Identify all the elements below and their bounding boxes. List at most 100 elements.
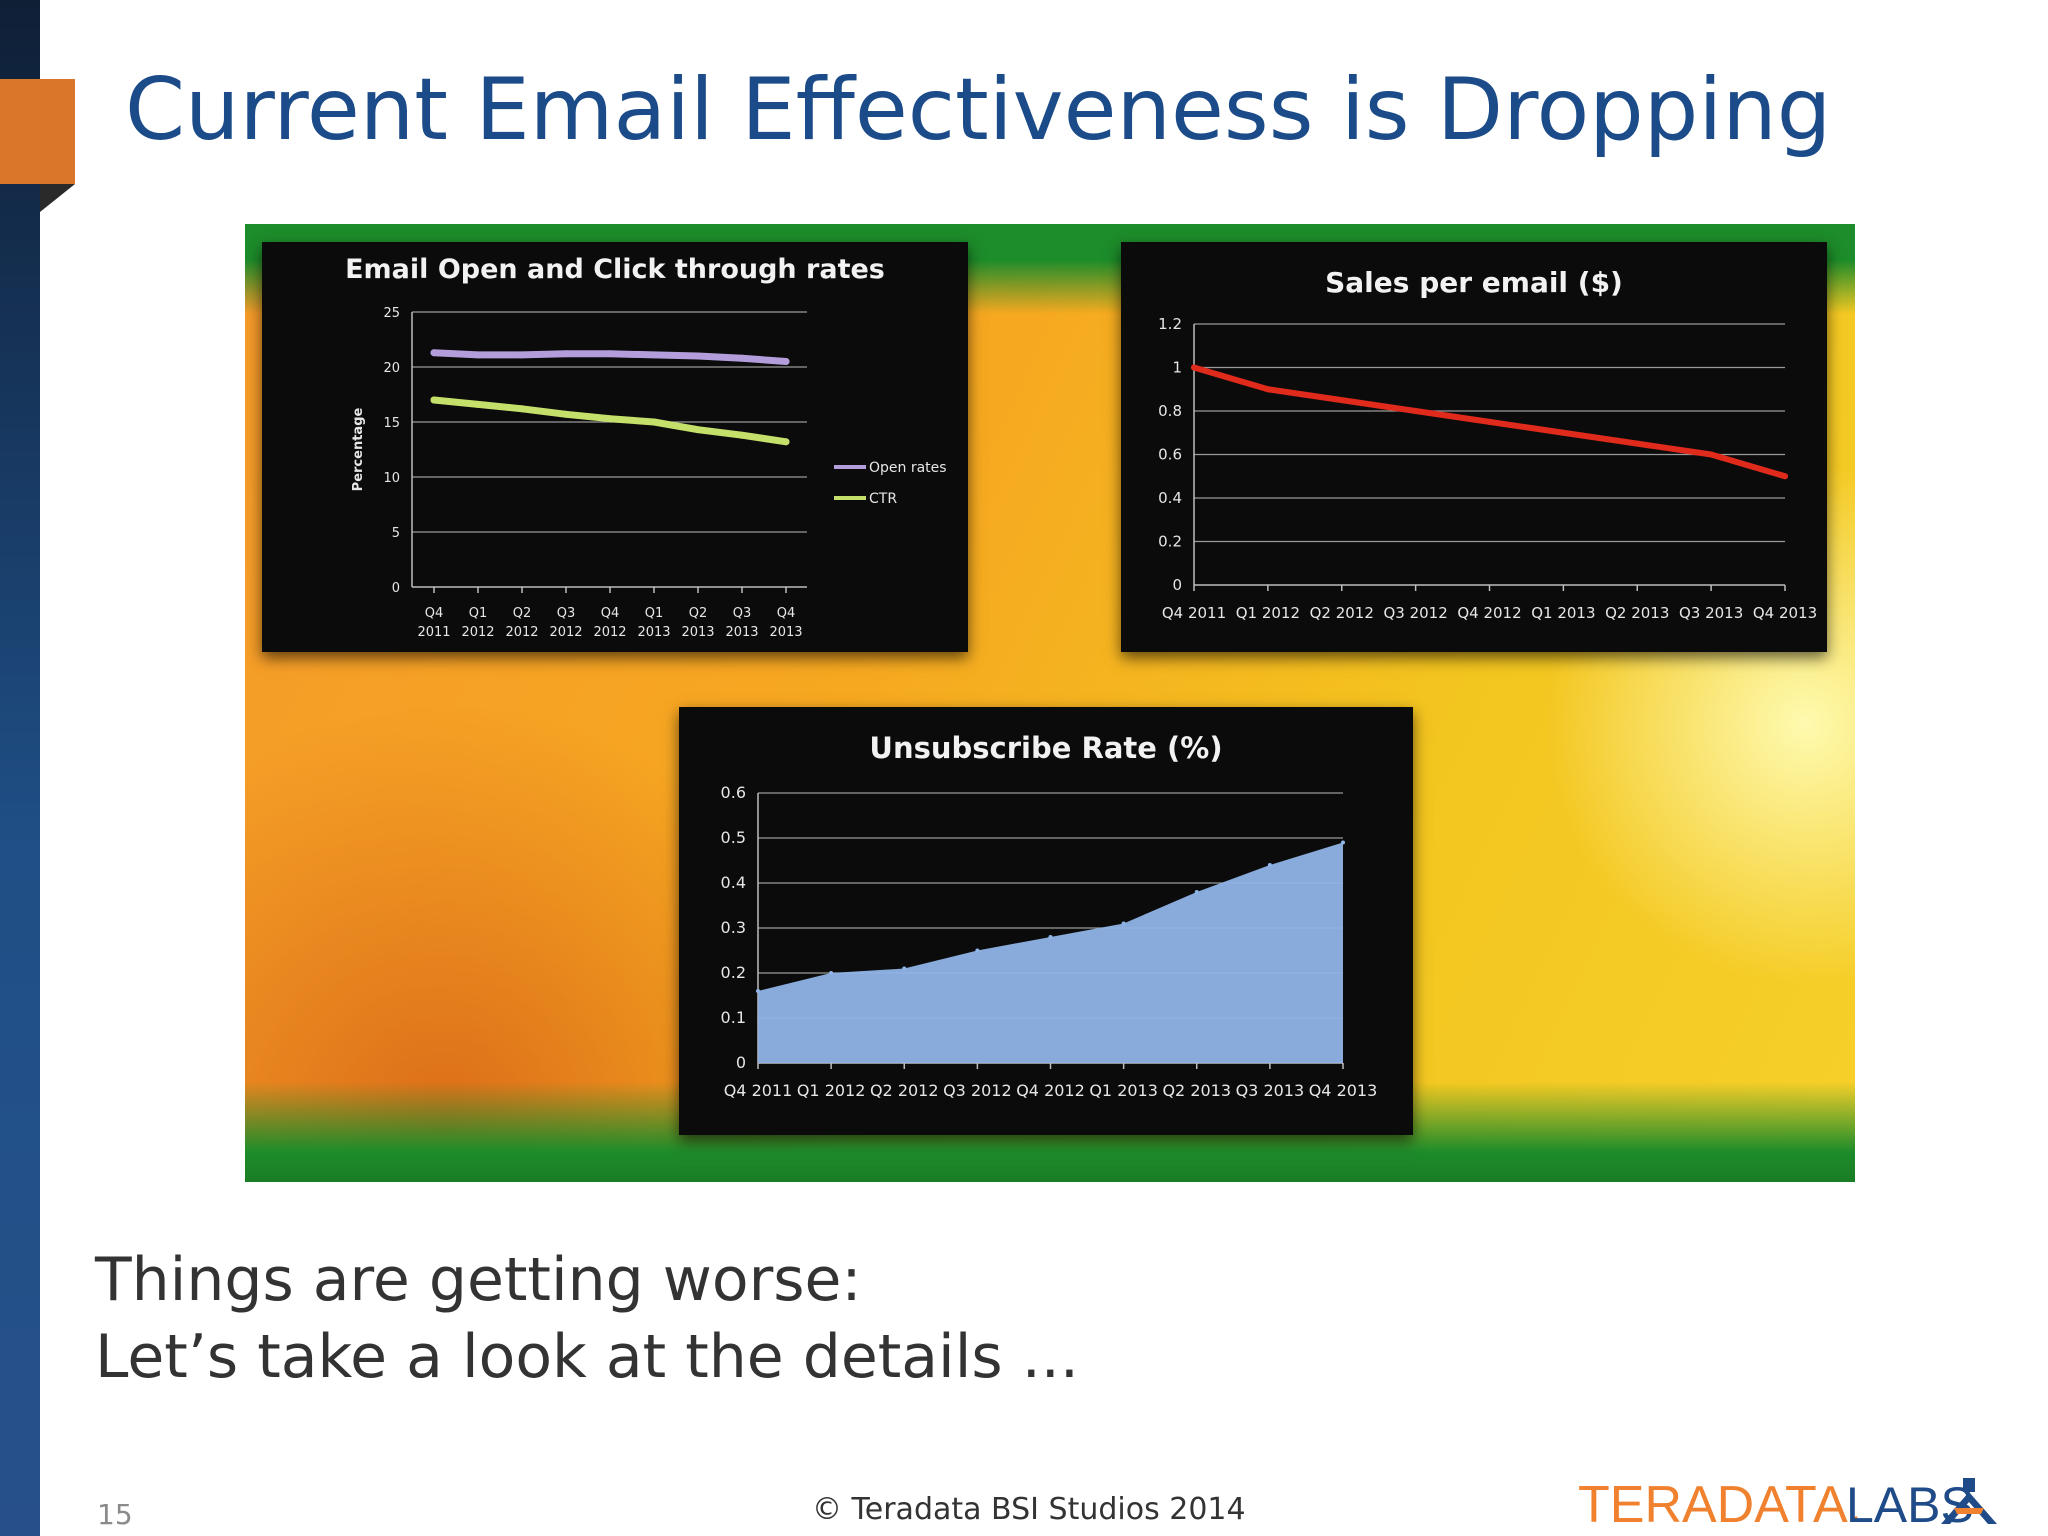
x-tick-label: Q4 2012	[1457, 604, 1521, 622]
bullet-line: Things are getting worse:	[95, 1245, 862, 1315]
y-tick-label: 0.8	[1158, 402, 1182, 420]
chart-open-click-rates-plot: 0 5 10 15 20 25 Q4 2011 Q1 2012 Q2 2012 Q3 2012 Q4 2012…	[351, 306, 947, 640]
x-tick-label: Q4 2013	[1753, 604, 1817, 622]
y-tick-label: 15	[383, 416, 400, 431]
x-tick-label: Q4 2013	[1309, 1081, 1378, 1100]
teradata-labs-logo: TERADATA. LABS	[1578, 1476, 1997, 1532]
y-tick-label: 0.2	[1158, 533, 1182, 551]
data-point	[694, 426, 702, 434]
chart-sales-per-email: Sales per email ($) 0 0.2 0.4 0.6 0.8 1 1.2 Q4 …	[1121, 242, 1827, 652]
data-point	[1121, 921, 1126, 926]
y-tick-label: 0.6	[1158, 446, 1182, 464]
y-tick-label: 0.4	[1158, 489, 1182, 507]
data-point	[518, 405, 526, 413]
data-point	[975, 948, 980, 953]
x-tick-label: Q2 2012	[870, 1081, 939, 1100]
accent-fold	[40, 184, 75, 212]
data-point	[430, 349, 438, 357]
chart-title: Unsubscribe Rate (%)	[869, 731, 1223, 765]
chart-unsubscribe-rate: Unsubscribe Rate (%) 0 0.1 0.2 0.3 0.4 0.5 0.6…	[679, 707, 1413, 1135]
data-point	[1486, 418, 1493, 425]
x-tick-label-year: 2012	[461, 625, 494, 640]
chart-unsubscribe-rate-plot: 0 0.1 0.2 0.3 0.4 0.5 0.6 Q4 2011 Q1 2012 Q2 2012…	[721, 783, 1378, 1100]
data-point	[1412, 408, 1419, 414]
x-tick-label: Q3 2013	[1236, 1081, 1305, 1100]
data-point	[902, 966, 907, 971]
data-point	[1267, 863, 1272, 867]
x-tick-label-year: 2013	[681, 625, 714, 640]
left-brand-bar	[0, 0, 40, 1536]
slide-body-text: Things are getting worse: Let’s take a l…	[95, 1242, 1079, 1396]
x-tick-label: Q2 2012	[1310, 604, 1374, 622]
x-tick-label: Q1 2013	[1089, 1081, 1158, 1100]
x-tick-label-quarter: Q1	[469, 606, 488, 621]
bullet-line: Let’s take a look at the details ...	[95, 1322, 1079, 1392]
x-tick-label-quarter: Q4	[601, 606, 620, 621]
x-tick-label-quarter: Q2	[513, 606, 532, 621]
data-point	[562, 350, 570, 358]
y-tick-label: 0.2	[721, 963, 746, 982]
x-tick-label-year: 2013	[725, 625, 758, 640]
data-point	[606, 415, 614, 423]
y-tick-label: 0.5	[721, 828, 746, 847]
x-tick-label-quarter: Q3	[733, 606, 752, 621]
chart-title: Sales per email ($)	[1325, 266, 1623, 299]
data-point	[1048, 935, 1053, 939]
data-point	[782, 438, 790, 446]
y-tick-label: 5	[392, 526, 400, 541]
x-tick-label-quarter: Q4	[425, 606, 444, 621]
x-tick-label-quarter: Q3	[557, 606, 576, 621]
y-tick-label: 10	[383, 471, 400, 486]
y-tick-label: 0.1	[721, 1008, 746, 1027]
copyright-footer: © Teradata BSI Studios 2014	[812, 1492, 1246, 1527]
area-series	[758, 842, 1343, 1063]
y-tick-label: 0.3	[721, 918, 746, 937]
data-point	[1191, 364, 1197, 371]
x-tick-label: Q1 2013	[1531, 604, 1595, 622]
data-point	[1708, 451, 1715, 458]
x-tick-label-year: 2013	[637, 625, 670, 640]
data-point	[1264, 386, 1271, 393]
legend-label: Open rates	[869, 460, 947, 476]
chart-sales-per-email-plot: 0 0.2 0.4 0.6 0.8 1 1.2 Q4 2011 Q1 2012 Q2 2012 Q3…	[1158, 315, 1817, 622]
y-tick-label: 1.2	[1158, 315, 1182, 333]
x-tick-label: Q1 2012	[797, 1081, 866, 1100]
logo-figure-icon	[1941, 1478, 1997, 1524]
x-tick-label: Q3 2012	[943, 1081, 1012, 1100]
x-tick-label: Q2 2013	[1605, 604, 1669, 622]
chart-composite-image: Email Open and Click through rates 0 5 10 1…	[245, 224, 1855, 1182]
x-tick-label: Q4 2011	[724, 1081, 793, 1100]
x-tick-label-year: 2013	[769, 625, 802, 640]
data-point	[606, 350, 614, 358]
slide-title: Current Email Effectiveness is Dropping	[125, 60, 1832, 160]
data-point	[694, 352, 702, 360]
data-point	[829, 971, 834, 975]
data-point	[474, 400, 482, 408]
data-point	[1338, 397, 1345, 404]
y-tick-label: 1	[1172, 359, 1182, 377]
x-tick-label-quarter: Q2	[689, 606, 708, 621]
title-accent-tab	[0, 79, 75, 184]
data-point	[1782, 473, 1788, 480]
y-tick-label: 0.4	[721, 873, 746, 892]
x-tick-label: Q4 2011	[1162, 604, 1226, 622]
data-point	[756, 989, 760, 993]
data-point	[650, 418, 658, 426]
x-tick-label: Q3 2013	[1679, 604, 1743, 622]
y-tick-label: 0	[1172, 576, 1182, 594]
y-tick-label: 25	[383, 306, 400, 321]
data-point	[1194, 890, 1199, 894]
y-tick-label: 0	[392, 581, 400, 596]
x-tick-label: Q4 2012	[1016, 1081, 1085, 1100]
y-axis-label: Percentage	[351, 408, 366, 492]
chart-title: Email Open and Click through rates	[345, 254, 885, 285]
x-tick-label: Q3 2012	[1383, 604, 1447, 622]
data-point	[562, 410, 570, 418]
data-point	[1560, 429, 1567, 436]
logo-labs-text: LABS	[1846, 1477, 1974, 1532]
y-tick-label: 0	[736, 1053, 746, 1072]
legend-label: CTR	[869, 491, 897, 507]
x-tick-label-year: 2012	[593, 625, 626, 640]
data-point	[738, 354, 746, 362]
data-point	[430, 396, 438, 404]
